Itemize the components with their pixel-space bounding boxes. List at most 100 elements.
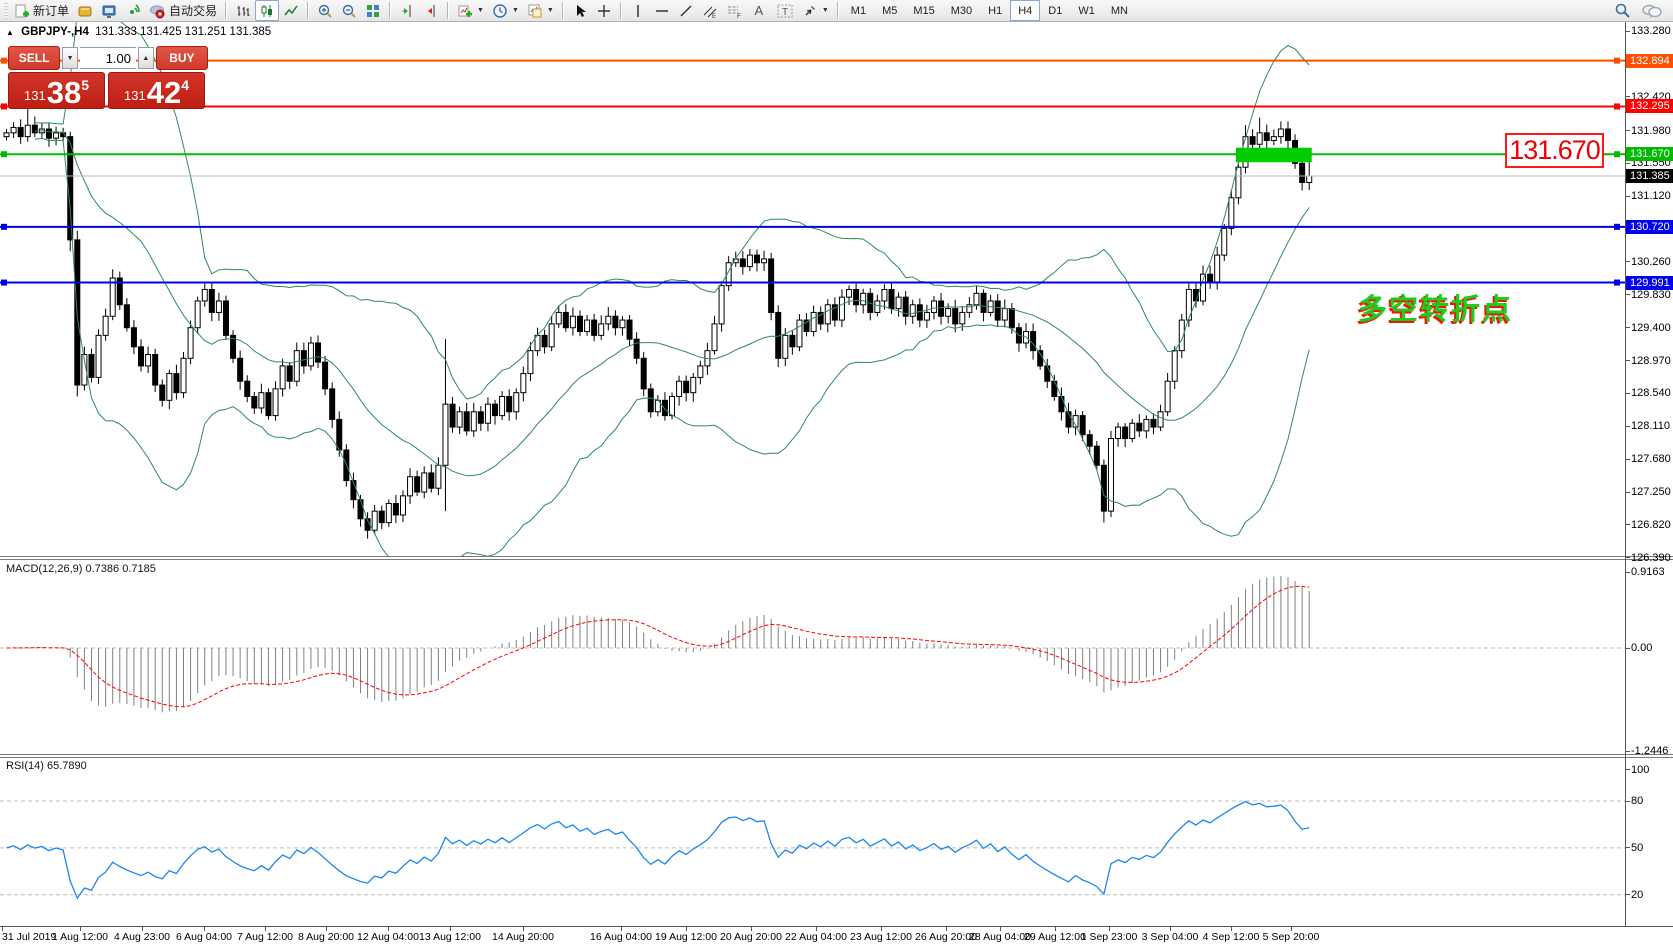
volume-down-button[interactable]: ▼ [62, 47, 78, 69]
price-hline[interactable] [0, 103, 1625, 110]
highlight-rect[interactable] [1235, 147, 1312, 163]
buy-price-prefix: 131 [124, 88, 146, 103]
arrows-button[interactable]: ▼ [798, 0, 833, 21]
bar-chart-button[interactable] [231, 0, 255, 21]
toolbar-grip[interactable] [4, 2, 8, 19]
zoom-in-button[interactable] [313, 0, 337, 21]
time-tick [142, 927, 143, 931]
sell-price[interactable]: 131 38 5 [8, 72, 105, 109]
crosshair-button[interactable] [592, 0, 616, 21]
text-button[interactable]: A [746, 0, 772, 21]
svg-text:E: E [712, 14, 716, 19]
new-order-button[interactable]: 新订单 [10, 0, 73, 21]
price-hline[interactable] [0, 57, 1625, 64]
zoom-out-button[interactable] [337, 0, 361, 21]
buy-price[interactable]: 131 42 4 [108, 72, 205, 109]
channel-button[interactable]: E [698, 0, 722, 21]
bar-chart-icon [237, 5, 250, 16]
price-tick-label: 127.680 [1631, 453, 1671, 466]
periods-button[interactable]: ▼ [488, 0, 523, 21]
rsi-scale-label: 20 [1631, 888, 1644, 901]
label-icon: T [777, 4, 793, 18]
time-axis-label: 16 Aug 04:00 [590, 931, 652, 943]
sell-button[interactable]: SELL [8, 46, 61, 70]
macd-pane [0, 575, 1625, 713]
terminal-button[interactable] [97, 0, 121, 21]
rsi-scale-label: 50 [1631, 841, 1644, 854]
price-hline[interactable] [0, 223, 1625, 230]
vertical-line-button[interactable] [626, 0, 650, 21]
auto-scroll-button[interactable] [419, 0, 443, 21]
timeframe-button-H1[interactable]: H1 [988, 4, 1003, 17]
bollinger-upper-line [34, 22, 1310, 400]
timeframe-button-M5[interactable]: M5 [882, 4, 898, 17]
fibonacci-button[interactable]: F [722, 0, 746, 21]
price-tick [1625, 491, 1630, 493]
timeframe-button-MN[interactable]: MN [1110, 4, 1128, 17]
current-price-label: 131.385 [1626, 169, 1673, 183]
chat-icon[interactable] [1641, 3, 1663, 19]
history-button[interactable] [73, 0, 97, 21]
tile-windows-icon [367, 4, 380, 17]
signals-icon [130, 3, 140, 14]
timeframe-button-D1[interactable]: D1 [1048, 4, 1063, 17]
price-tick [1625, 261, 1630, 263]
search-icon[interactable] [1614, 2, 1631, 19]
pane-separator-rsi[interactable] [0, 754, 1673, 758]
price-tick [1625, 30, 1630, 32]
horizontal-line-button[interactable] [650, 0, 674, 21]
rsi-tick [1625, 847, 1630, 849]
time-axis-label: 5 Sep 20:00 [1262, 931, 1320, 943]
macd-signal-line [6, 585, 1310, 708]
timeframe-button-W1[interactable]: W1 [1078, 4, 1095, 17]
buy-price-big: 42 [146, 74, 182, 110]
time-tick [450, 927, 451, 931]
timeframe-button-M15[interactable]: M15 [913, 4, 935, 17]
toolbar-separator [561, 2, 564, 19]
toolbar-right-group [1614, 2, 1671, 19]
timeframe-button-M30[interactable]: M30 [950, 4, 973, 17]
candlestick-chart-icon [261, 4, 273, 17]
pane-separator-macd[interactable] [0, 556, 1673, 560]
time-tick [523, 927, 524, 931]
templates-button[interactable]: ▼ [523, 0, 558, 21]
volume-input[interactable] [80, 47, 136, 69]
price-hline[interactable] [0, 151, 1625, 158]
toolbar-separator [225, 2, 228, 19]
signals-button[interactable] [121, 0, 145, 21]
price-tick-label: 128.540 [1631, 387, 1671, 400]
price-line-label: 130.720 [1626, 219, 1673, 234]
trendline-button[interactable] [674, 0, 698, 21]
indicators-button[interactable]: ▼ [453, 0, 488, 21]
zoom-in-icon [318, 4, 332, 18]
line-chart-button[interactable] [279, 0, 303, 21]
label-button[interactable]: T [772, 0, 798, 21]
tile-windows-button[interactable] [361, 0, 385, 21]
volume-up-button[interactable]: ▲ [138, 47, 154, 69]
new-order-label: 新订单 [33, 4, 70, 18]
price-tick [1625, 360, 1630, 362]
price-alert-box[interactable]: 131.670 [1505, 133, 1604, 168]
time-axis-label: 31 Jul 2019 [2, 931, 57, 943]
candlestick-chart-button[interactable] [255, 0, 280, 21]
timeframe-button-M1[interactable]: M1 [850, 4, 867, 17]
fibonacci-icon: F [727, 6, 741, 19]
cursor-button[interactable] [568, 0, 592, 21]
shift-end-button[interactable] [395, 0, 419, 21]
time-axis[interactable]: 31 Jul 2019 1 Aug 12:00 4 Aug 23:00 6 Aug 0… [0, 926, 1673, 945]
buy-button[interactable]: BUY [155, 46, 208, 70]
annotation-text[interactable]: 多空转折点 [1358, 294, 1514, 326]
price-line-label: 131.670 [1626, 147, 1673, 162]
price-hline[interactable] [0, 279, 1625, 286]
rsi-tick [1625, 800, 1630, 802]
horizontal-line-icon [655, 9, 668, 12]
time-axis-label: 19 Aug 12:00 [655, 931, 717, 943]
autotrade-button[interactable]: 自动交易 [145, 0, 221, 21]
time-tick [946, 927, 947, 931]
history-book-icon [78, 6, 92, 16]
timeframe-button-H4[interactable]: H4 [1010, 0, 1041, 21]
vertical-line-icon [637, 4, 639, 17]
arrows-icon [805, 5, 815, 15]
